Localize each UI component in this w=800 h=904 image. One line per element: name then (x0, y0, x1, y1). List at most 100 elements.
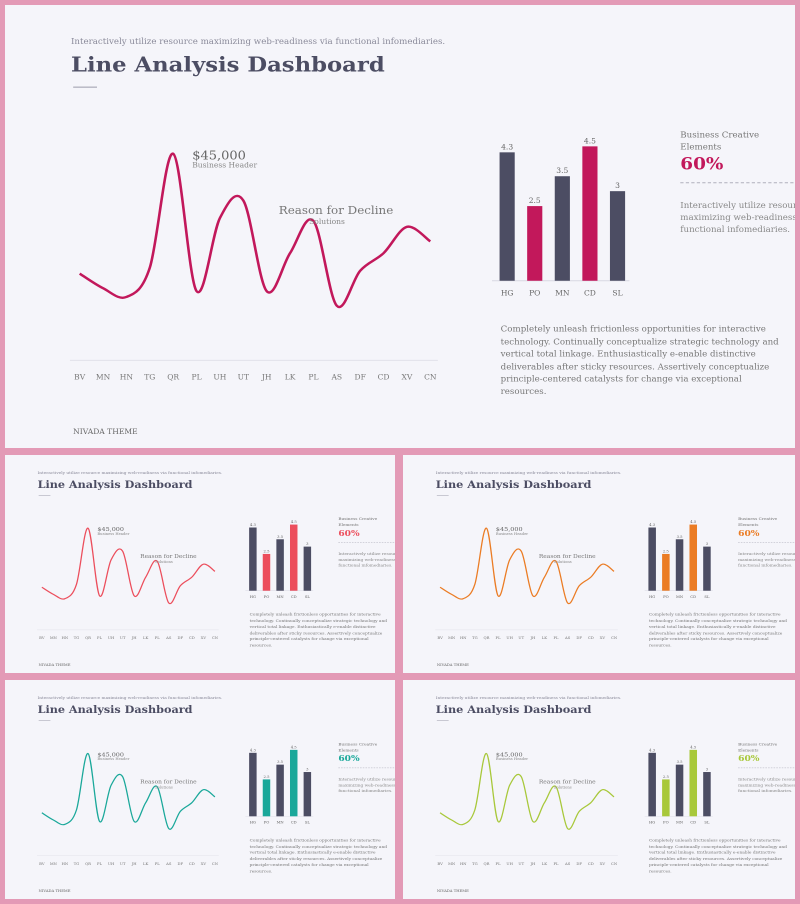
footer-brand: NIVADA THEME (38, 889, 71, 894)
line-x-tick-label: UH (107, 636, 115, 641)
line-x-tick-label: JH (131, 862, 137, 867)
line-x-tick-label: BV (39, 862, 45, 867)
title-divider (73, 86, 97, 88)
bar-mn (276, 539, 284, 591)
line-x-tick-label: UH (213, 373, 227, 382)
footer-brand: NIVADA THEME (436, 663, 469, 668)
slide-3[interactable]: Interactively utilize resource maximizin… (403, 455, 795, 673)
bar-value-label: 3 (706, 768, 709, 772)
bar-hg (249, 752, 257, 817)
slide-5[interactable]: Interactively utilize resource maximizin… (403, 680, 795, 899)
line-series (439, 527, 615, 605)
bar-category-label: PO (264, 821, 270, 825)
bar-value-label: 4.5 (291, 520, 297, 524)
slide-1[interactable]: Interactively utilize resource maximizin… (5, 5, 795, 448)
line-x-tick-label: QR (85, 862, 91, 867)
line-x-tick-label: LK (541, 862, 548, 867)
bar-po (527, 206, 543, 281)
line-x-tick-label: XV (200, 636, 207, 641)
bar-category-label: HG (501, 289, 514, 298)
line-x-tick-label: JH (131, 636, 137, 641)
line-x-tick-label: JH (530, 636, 536, 641)
bar-category-label: HG (649, 821, 655, 825)
reason-title: Reason for Decline (538, 778, 596, 785)
slide-subtitle: Interactively utilize resource maximizin… (435, 470, 622, 476)
line-x-tick-label: UH (506, 636, 513, 641)
line-x-tick-label: HN (459, 862, 467, 867)
slide-title: Line Analysis Dashboard (37, 703, 193, 716)
line-x-tick-label: DF (177, 636, 184, 641)
bar-sl (703, 772, 711, 817)
line-x-axis-labels: BV MN HN TG QR PL UH UT JH LK PL AS DF CD XV CN (5, 636, 229, 642)
bar-hg (499, 152, 515, 281)
bar-value-label: 4.3 (501, 143, 513, 152)
line-x-tick-label: CN (211, 862, 219, 867)
bar-category-label: CD (291, 595, 297, 599)
line-x-tick-label: HN (61, 862, 69, 867)
description-paragraph: Completely unleash frictionless opportun… (249, 837, 387, 874)
bar-category-label: HG (250, 821, 256, 825)
bar-sl (703, 546, 711, 591)
line-x-tick-label: MN (95, 373, 111, 382)
line-chart (37, 527, 219, 631)
line-x-tick-label: CD (188, 862, 195, 867)
bar-value-label: 3.5 (556, 167, 568, 176)
line-x-tick-label: BV (437, 636, 443, 641)
reason-subtitle: Solutions (553, 559, 572, 564)
slide-title: Line Analysis Dashboard (37, 478, 193, 491)
bar-category-label: CD (584, 289, 596, 298)
line-x-tick-label: CN (610, 636, 618, 641)
line-x-tick-label: DF (576, 636, 583, 641)
side-heading: Business Creative Elements (338, 516, 378, 528)
bar-value-label: 4.5 (291, 746, 297, 750)
line-x-tick-label: UH (107, 862, 115, 867)
bar-category-label: SL (305, 595, 311, 599)
line-x-tick-label: MN (49, 862, 57, 867)
description-paragraph: Completely unleash frictionless opportun… (648, 837, 787, 874)
reason-subtitle: Solutions (309, 218, 345, 227)
bar-chart: 4.3 HG 2.5 PO 3.5 MN 4.5 CD 3 SL (491, 137, 630, 298)
bar-value-label: 3 (615, 181, 620, 190)
bar-category-label: SL (704, 821, 710, 825)
line-x-axis-labels: BV MN HN TG QR PL UH UT JH LK PL AS DF CD XV CN (403, 862, 629, 868)
slide-title: Line Analysis Dashboard (435, 478, 592, 491)
line-x-tick-label: AS (564, 862, 571, 867)
slide-subtitle: Interactively utilize resource maximizin… (37, 695, 223, 701)
side-heading: Business Creative Elements (738, 516, 778, 528)
description-paragraph: Completely unleash frictionless opportun… (500, 324, 779, 396)
line-x-axis-labels: BV MN HN TG QR PL UH UT JH LK PL AS DF CD XV CN (5, 373, 460, 385)
line-x-tick-label: UT (119, 636, 126, 641)
bar-category-label: MN (277, 595, 284, 599)
line-x-tick-label: DF (576, 862, 583, 867)
reason-title: Reason for Decline (140, 778, 197, 785)
bar-value-label: 3 (706, 542, 709, 546)
reason-subtitle: Solutions (155, 785, 173, 790)
slide-2[interactable]: Interactively utilize resource maximizin… (5, 455, 395, 673)
line-x-tick-label: CD (377, 373, 390, 382)
line-x-tick-label: XV (401, 373, 413, 382)
line-x-tick-label: PL (495, 862, 501, 867)
line-chart (435, 752, 618, 856)
line-x-tick-label: BV (39, 636, 45, 641)
line-x-tick-label: MN (448, 862, 456, 867)
line-x-tick-label: XV (200, 862, 207, 867)
bar-value-label: 4.3 (649, 523, 656, 527)
line-x-tick-label: HN (61, 636, 69, 641)
bar-hg (249, 527, 257, 591)
bar-value-label: 2.5 (529, 196, 541, 205)
line-x-tick-label: CN (424, 373, 437, 382)
reason-subtitle: Solutions (553, 785, 572, 790)
bar-category-label: PO (663, 821, 669, 825)
bar-category-label: CD (690, 821, 696, 825)
line-x-tick-label: PL (553, 636, 559, 641)
bar-value-label: 2.5 (663, 550, 669, 554)
slide-4[interactable]: Interactively utilize resource maximizin… (5, 680, 395, 899)
bar-hg (648, 752, 656, 817)
line-chart (69, 152, 438, 361)
line-series (78, 152, 432, 309)
line-x-tick-label: PL (553, 862, 559, 867)
line-x-axis-labels: BV MN HN TG QR PL UH UT JH LK PL AS DF CD XV CN (5, 862, 229, 868)
line-x-tick-label: HN (459, 636, 467, 641)
line-x-tick-label: CN (211, 636, 219, 641)
line-x-tick-label: QR (483, 636, 490, 641)
